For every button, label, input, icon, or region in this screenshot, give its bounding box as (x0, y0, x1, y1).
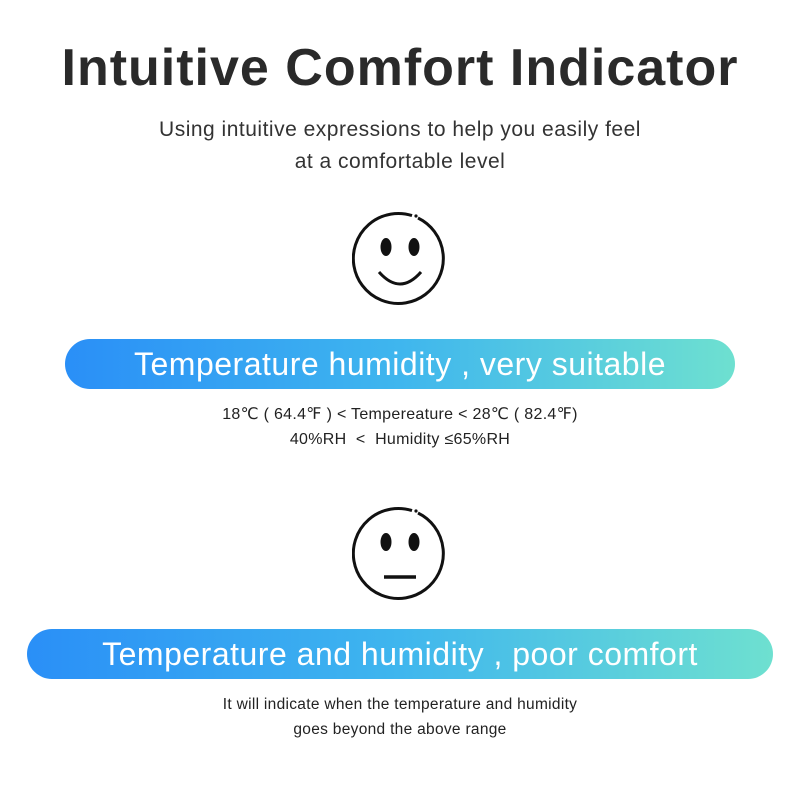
subtitle-line-1: Using intuitive expressions to help you … (159, 118, 641, 141)
note-line-1: It will indicate when the temperature an… (222, 696, 578, 713)
smiley-face-icon (352, 212, 445, 305)
subtitle-line-2: at a comfortable level (294, 150, 506, 173)
page-title: Intuitive Comfort Indicator (61, 39, 739, 97)
note-line-2: goes beyond the above range (293, 721, 507, 738)
temperature-range: 18℃ ( 64.4℉ ) < Tempereature < 28℃ ( 82.… (222, 406, 578, 423)
humidity-range: 40%RH < Humidity ≤65%RH (289, 431, 511, 448)
neutral-face-icon (352, 507, 445, 600)
very-suitable-banner: Temperature humidity , very suitable (65, 339, 735, 389)
poor-comfort-banner: Temperature and humidity , poor comfort (27, 629, 773, 679)
